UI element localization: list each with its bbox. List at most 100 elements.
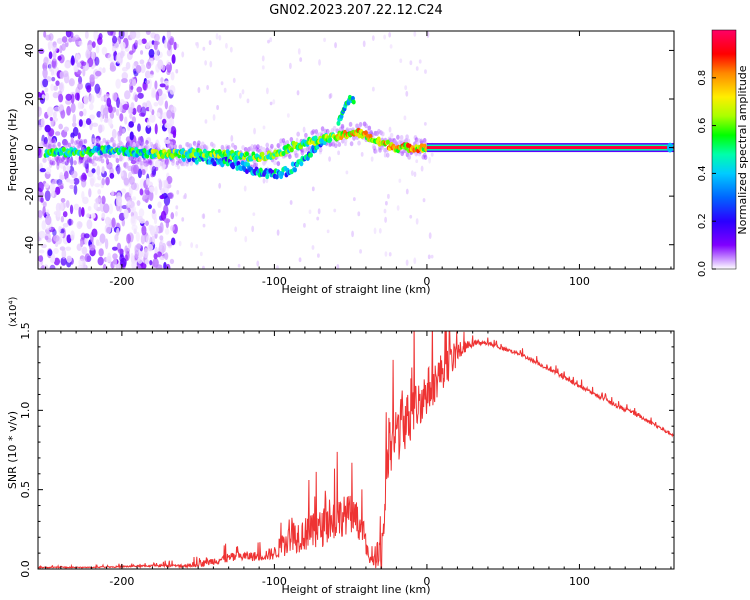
noise-blob — [112, 253, 118, 260]
noise-blob — [244, 235, 248, 243]
noise-blob — [136, 243, 142, 250]
noise-blob — [232, 77, 236, 84]
noise-blob — [54, 131, 61, 136]
ridge-halo-blob — [169, 141, 174, 147]
noise-blob — [168, 133, 174, 138]
noise-blob — [73, 66, 79, 73]
noise-blob — [155, 91, 160, 101]
noise-blob — [238, 92, 242, 99]
ridge-halo-blob — [358, 121, 363, 127]
noise-blob — [58, 123, 63, 130]
noise-blob — [45, 34, 52, 41]
noise-blob — [131, 224, 138, 231]
ridge-halo-blob — [241, 145, 245, 151]
noise-blob — [159, 235, 164, 241]
noise-blob — [130, 182, 137, 191]
ridge-halo-blob — [137, 139, 142, 145]
noise-blob — [119, 113, 124, 122]
noise-blob — [115, 108, 120, 117]
noise-blob — [70, 230, 75, 241]
noise-blob — [69, 204, 74, 215]
ridge-halo-blob — [348, 121, 353, 127]
ridge-halo-blob — [76, 139, 80, 145]
noise-blob — [89, 93, 95, 105]
noise-blob — [49, 117, 53, 122]
noise-blob — [383, 34, 387, 40]
noise-blob — [55, 80, 60, 86]
noise-blob — [90, 51, 96, 60]
noise-blob — [126, 233, 131, 244]
noise-blob — [70, 31, 74, 38]
noise-blob — [140, 234, 146, 245]
noise-blob — [89, 103, 94, 111]
ridge-blob — [260, 151, 265, 157]
noise-blob — [130, 164, 137, 175]
ridge-halo-blob — [51, 160, 56, 166]
noise-blob — [140, 63, 146, 74]
noise-blob — [225, 42, 228, 49]
ridge-halo-blob — [83, 138, 88, 144]
noise-blob — [413, 171, 417, 178]
noise-blob — [175, 205, 179, 210]
noise-blob — [74, 92, 80, 101]
noise-blob — [97, 189, 102, 195]
noise-blob — [154, 33, 160, 42]
noise-blob — [49, 264, 56, 269]
noise-blob — [371, 86, 375, 92]
noise-blob — [217, 209, 221, 213]
snr-frame — [37, 330, 675, 570]
noise-blob — [262, 178, 266, 184]
noise-blob — [156, 112, 161, 117]
noise-blob — [95, 196, 103, 205]
noise-blob — [102, 263, 107, 269]
noise-blob — [137, 39, 143, 46]
noise-blob — [165, 64, 171, 70]
lower-branch-blob — [309, 152, 314, 158]
ridge-blob — [96, 146, 101, 152]
spectrogram-xtick-label: 100 — [569, 275, 590, 288]
noise-blob — [202, 213, 206, 220]
noise-blob — [86, 219, 93, 230]
noise-blob — [80, 240, 84, 248]
noise-blob — [113, 256, 117, 268]
noise-blob — [154, 247, 158, 254]
noise-blob — [44, 190, 51, 202]
noise-blob — [101, 212, 106, 219]
noise-blob — [72, 126, 79, 137]
noise-blob — [383, 152, 387, 158]
noise-blob — [373, 227, 377, 235]
noise-blob — [149, 260, 153, 266]
ridge-halo-blob — [352, 135, 356, 141]
noise-blob — [96, 241, 103, 246]
noise-blob — [302, 126, 306, 133]
noise-blob — [190, 242, 194, 248]
noise-blob — [70, 170, 78, 179]
noise-blob — [154, 80, 158, 90]
noise-blob — [81, 191, 85, 200]
noise-blob — [39, 140, 45, 151]
ridge-halo-blob — [143, 158, 147, 164]
colorbar-tick-label: 0.0 — [697, 261, 708, 277]
ridge-halo-blob — [57, 141, 61, 147]
noise-blob — [81, 61, 87, 67]
noise-blob — [269, 101, 273, 106]
noise-blob — [415, 218, 419, 225]
noise-blob — [251, 225, 255, 233]
noise-blob — [415, 159, 419, 164]
ridge-halo-blob — [145, 140, 149, 146]
ridge-halo-blob — [119, 155, 124, 161]
noise-blob — [299, 57, 303, 62]
ridge-halo-blob — [149, 141, 154, 147]
noise-blob — [46, 106, 54, 117]
snr-panel: -200 -100 0 100 0.0 0.5 1.0 1.5 Height of strai… — [6, 296, 675, 596]
noise-blob — [59, 246, 65, 251]
noise-blob — [403, 115, 407, 121]
noise-blob — [175, 69, 179, 74]
lower-branch-blob — [292, 167, 297, 173]
ridge-blob — [244, 151, 249, 157]
noise-blob — [303, 222, 306, 228]
ridge-halo-blob — [396, 134, 400, 140]
snr-ytick-label: 0.0 — [19, 560, 32, 578]
noise-blob — [78, 206, 82, 218]
noise-blob — [370, 156, 374, 162]
